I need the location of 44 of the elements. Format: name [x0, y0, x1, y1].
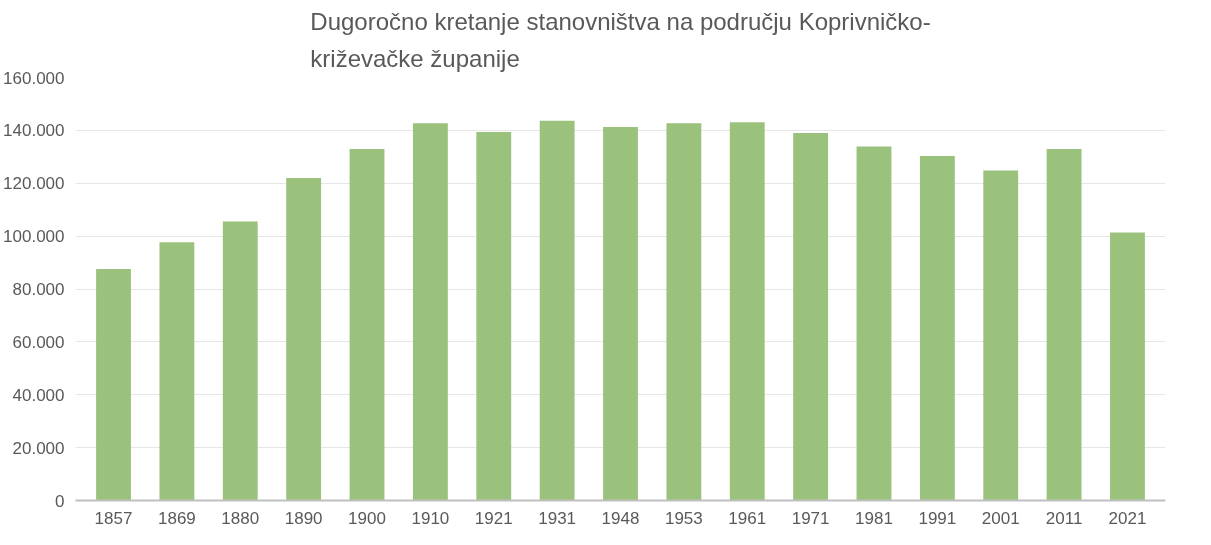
bar	[793, 133, 829, 501]
y-tick-label: 40.000	[12, 385, 65, 405]
x-tick-label: 1880	[221, 508, 260, 528]
x-tick-label: 1991	[918, 508, 957, 528]
bar	[919, 156, 955, 501]
bar	[1046, 148, 1082, 501]
bar	[1110, 232, 1145, 501]
bar	[539, 120, 575, 501]
y-tick-label: 20.000	[12, 438, 65, 458]
bar	[96, 268, 131, 501]
x-tick-label: 1931	[538, 508, 577, 528]
bar	[286, 177, 322, 501]
bar	[729, 122, 765, 501]
x-tick-label: 1857	[94, 508, 133, 528]
x-tick-label: 1900	[348, 508, 386, 528]
bar	[476, 131, 512, 501]
x-tick-label: 1890	[284, 508, 323, 528]
x-tick-label: 2001	[981, 508, 1020, 528]
x-tick-label: 1961	[728, 508, 767, 528]
bar	[412, 123, 448, 501]
y-tick-label: 120.000	[3, 174, 65, 194]
bar	[349, 148, 385, 501]
x-tick-label: 1971	[791, 508, 830, 528]
y-tick-label: 100.000	[3, 227, 65, 247]
x-tick-label: 1921	[474, 508, 513, 528]
x-tick-label: 1869	[157, 508, 196, 528]
x-tick-label: 1910	[411, 508, 450, 528]
bar	[159, 242, 195, 501]
x-tick-label: 1948	[601, 508, 640, 528]
x-tick-label: 2011	[1045, 508, 1083, 528]
bar	[983, 170, 1019, 501]
y-tick-label: 60.000	[12, 332, 65, 352]
bar	[222, 221, 258, 501]
bar	[603, 126, 638, 501]
x-tick-label: 1953	[664, 508, 703, 528]
chart-title: Dugoročno kretanje stanovništva na području Koprivničko- križevačke županije	[310, 7, 931, 73]
bar	[856, 146, 892, 501]
y-tick-label: 80.000	[12, 280, 65, 299]
x-tick-label: 2021	[1108, 508, 1147, 528]
x-tick-label: 1981	[855, 508, 893, 528]
y-tick-label: 160.000	[3, 68, 65, 88]
y-tick-label: 0	[55, 491, 65, 511]
bar	[666, 123, 702, 501]
y-tick-label: 140.000	[3, 121, 65, 141]
